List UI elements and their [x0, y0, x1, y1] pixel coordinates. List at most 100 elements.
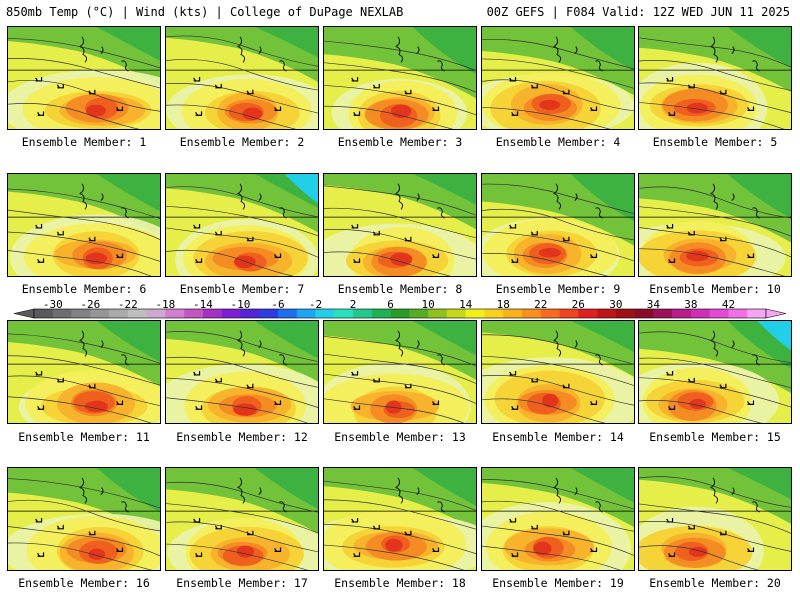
ensemble-member-label: Ensemble Member: 15	[649, 430, 781, 444]
ensemble-map-panel	[323, 173, 477, 277]
colorbar-tick-label: 2	[349, 298, 357, 311]
ensemble-member-label: Ensemble Member: 19	[492, 576, 624, 590]
colorbar-tick-label: 18	[496, 298, 510, 311]
colorbar-swatch	[484, 309, 504, 318]
colorbar-swatch	[278, 309, 298, 318]
colorbar-swatch	[221, 309, 241, 318]
colorbar-swatch	[465, 309, 485, 318]
temperature-colorbar	[10, 298, 790, 322]
ensemble-member-label: Ensemble Member: 11	[18, 430, 150, 444]
ensemble-member-label: Ensemble Member: 20	[649, 576, 781, 590]
colorbar-tick-label: -30	[42, 298, 63, 311]
ensemble-map-panel	[323, 467, 477, 571]
ensemble-member-label: Ensemble Member: 4	[495, 135, 621, 149]
ensemble-member-label: Ensemble Member: 5	[652, 135, 778, 149]
ensemble-map-panel	[7, 467, 161, 571]
colorbar-swatch	[127, 309, 147, 318]
colorbar-swatch	[259, 309, 279, 318]
colorbar-left-arrow	[13, 308, 35, 319]
colorbar-tick-label: -2	[308, 298, 323, 311]
colorbar-swatch	[52, 309, 72, 318]
colorbar-swatch	[446, 309, 466, 318]
colorbar-swatch	[540, 309, 560, 318]
colorbar-swatch	[709, 309, 729, 318]
colorbar-swatch	[165, 309, 185, 318]
colorbar-swatch	[690, 309, 710, 318]
ensemble-member-label: Ensemble Member: 9	[495, 282, 621, 296]
colorbar-swatch	[34, 309, 54, 318]
ensemble-map-panel	[165, 173, 319, 277]
colorbar-tick-label: 34	[646, 298, 660, 311]
ensemble-member-label: Ensemble Member: 3	[337, 135, 463, 149]
ensemble-map-panel	[323, 320, 477, 424]
colorbar-tick-label: 14	[459, 298, 473, 311]
colorbar-swatch	[146, 309, 166, 318]
colorbar-swatch	[334, 309, 354, 318]
colorbar-swatch	[747, 309, 767, 318]
colorbar-swatch	[296, 309, 316, 318]
ensemble-member-label: Ensemble Member: 14	[492, 430, 624, 444]
colorbar-tick-label: 22	[534, 298, 548, 311]
ensemble-map-panel	[481, 26, 635, 130]
colorbar-swatch	[728, 309, 748, 318]
ensemble-map-panel	[481, 320, 635, 424]
colorbar-tick-label: -26	[80, 298, 101, 311]
colorbar-swatch	[653, 309, 673, 318]
colorbar-swatch	[353, 309, 373, 318]
ensemble-map-panel	[7, 320, 161, 424]
header-right-title: 00Z GEFS | F084 Valid: 12Z WED JUN 11 20…	[486, 5, 790, 19]
ensemble-member-label: Ensemble Member: 8	[337, 282, 463, 296]
colorbar-tick-label: 30	[609, 298, 623, 311]
colorbar-swatch	[634, 309, 654, 318]
colorbar-swatch	[522, 309, 542, 318]
ensemble-map-panel	[165, 320, 319, 424]
ensemble-map-panel	[165, 467, 319, 571]
colorbar-swatch	[503, 309, 523, 318]
colorbar-swatch	[615, 309, 635, 318]
ensemble-map-panel	[481, 173, 635, 277]
colorbar-tick-label: 10	[421, 298, 435, 311]
ensemble-member-label: Ensemble Member: 13	[334, 430, 466, 444]
ensemble-map-panel	[638, 26, 792, 130]
colorbar-swatch	[559, 309, 579, 318]
colorbar-tick-label: -6	[271, 298, 285, 311]
ensemble-map-panel	[638, 320, 792, 424]
colorbar-tick-label: -18	[155, 298, 176, 311]
ensemble-member-label: Ensemble Member: 1	[21, 135, 147, 149]
colorbar-swatch	[597, 309, 617, 318]
colorbar-swatch	[578, 309, 598, 318]
colorbar-swatch	[371, 309, 391, 318]
colorbar-swatch	[90, 309, 110, 318]
ensemble-member-label: Ensemble Member: 18	[334, 576, 466, 590]
colorbar-swatch	[71, 309, 91, 318]
header-left-title: 850mb Temp (°C) | Wind (kts) | College o…	[6, 5, 404, 19]
colorbar-right-arrow	[765, 308, 787, 319]
colorbar-tick-label: 38	[684, 298, 698, 311]
colorbar-swatch	[428, 309, 448, 318]
ensemble-member-label: Ensemble Member: 10	[649, 282, 781, 296]
ensemble-map-panel	[638, 467, 792, 571]
ensemble-member-label: Ensemble Member: 17	[176, 576, 308, 590]
colorbar-swatch	[109, 309, 129, 318]
ensemble-member-label: Ensemble Member: 2	[179, 135, 305, 149]
colorbar-swatch	[240, 309, 260, 318]
colorbar-tick-label: -22	[117, 298, 138, 311]
colorbar-swatch	[409, 309, 429, 318]
colorbar-swatch	[184, 309, 204, 318]
colorbar-tick-label: 6	[387, 298, 394, 311]
colorbar-tick-label: -10	[230, 298, 251, 311]
ensemble-map-panel	[481, 467, 635, 571]
colorbar-tick-label: -14	[192, 298, 213, 311]
ensemble-map-panel	[323, 26, 477, 130]
ensemble-member-label: Ensemble Member: 6	[21, 282, 147, 296]
colorbar-tick-label: 26	[571, 298, 585, 311]
ensemble-member-label: Ensemble Member: 16	[18, 576, 150, 590]
colorbar-swatch	[672, 309, 692, 318]
ensemble-map-panel	[165, 26, 319, 130]
colorbar-swatch	[315, 309, 335, 318]
ensemble-member-label: Ensemble Member: 12	[176, 430, 308, 444]
ensemble-map-panel	[7, 173, 161, 277]
ensemble-member-label: Ensemble Member: 7	[179, 282, 305, 296]
ensemble-map-panel	[638, 173, 792, 277]
ensemble-map-panel	[7, 26, 161, 130]
